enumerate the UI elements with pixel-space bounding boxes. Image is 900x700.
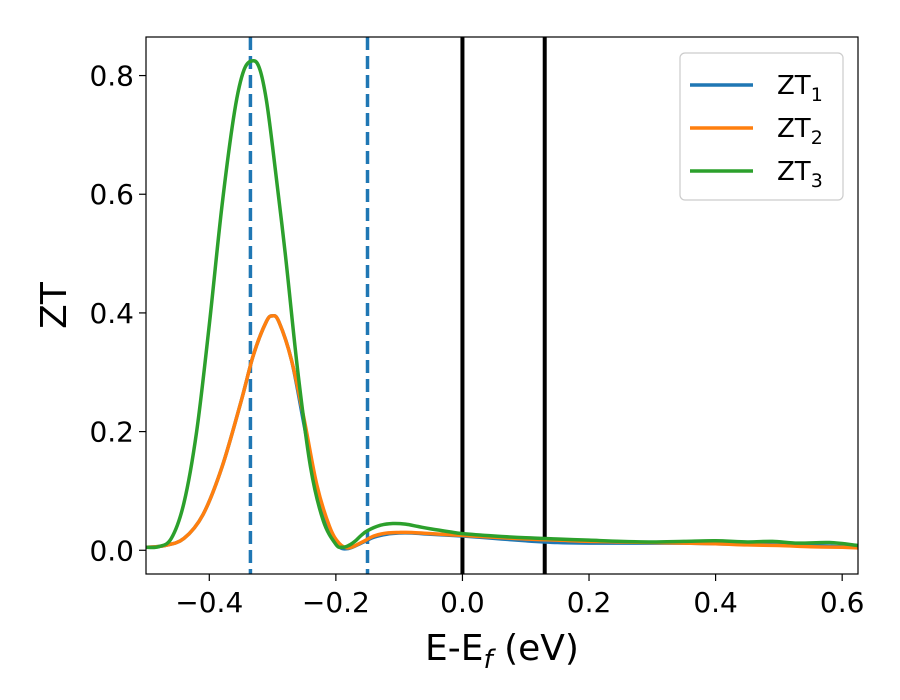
plot-area-frame xyxy=(145,36,859,575)
legend-label-1: ZT1 xyxy=(777,71,823,106)
x-tick-label: −0.2 xyxy=(302,586,370,619)
x-tick-label: 0.6 xyxy=(820,586,865,619)
x-axis-ticks: −0.4 −0.2 0.0 0.2 0.4 0.6 xyxy=(175,574,864,619)
series-line-1 xyxy=(146,314,858,551)
legend-box xyxy=(679,52,844,201)
y-tick-label: 0.6 xyxy=(89,178,134,211)
legend: ZT1 ZT2 ZT3 xyxy=(679,52,844,201)
x-axis-label-unit: (eV) xyxy=(493,628,579,669)
x-tick-label: −0.4 xyxy=(175,586,243,619)
y-tick-label: 0.2 xyxy=(89,416,134,449)
legend-label-2: ZT2 xyxy=(777,114,823,149)
x-tick-label: 0.2 xyxy=(567,586,612,619)
series-line-3 xyxy=(146,58,858,550)
legend-label-3: ZT3 xyxy=(777,157,823,192)
y-axis-ticks: 0.0 0.2 0.4 0.6 0.8 xyxy=(89,60,146,567)
x-tick-label: 0.4 xyxy=(693,586,738,619)
x-axis-label-main: E-E xyxy=(425,628,483,669)
y-tick-label: 0.0 xyxy=(89,534,134,567)
x-tick-label: 0.0 xyxy=(440,586,485,619)
reference-lines xyxy=(248,37,547,574)
y-tick-label: 0.4 xyxy=(89,297,134,330)
series-line-2 xyxy=(146,314,858,550)
y-tick-label: 0.8 xyxy=(89,60,134,93)
y-axis-label: ZT xyxy=(34,281,75,329)
series-lines xyxy=(146,58,858,551)
x-axis-label: E-Ef (eV) xyxy=(425,628,579,675)
